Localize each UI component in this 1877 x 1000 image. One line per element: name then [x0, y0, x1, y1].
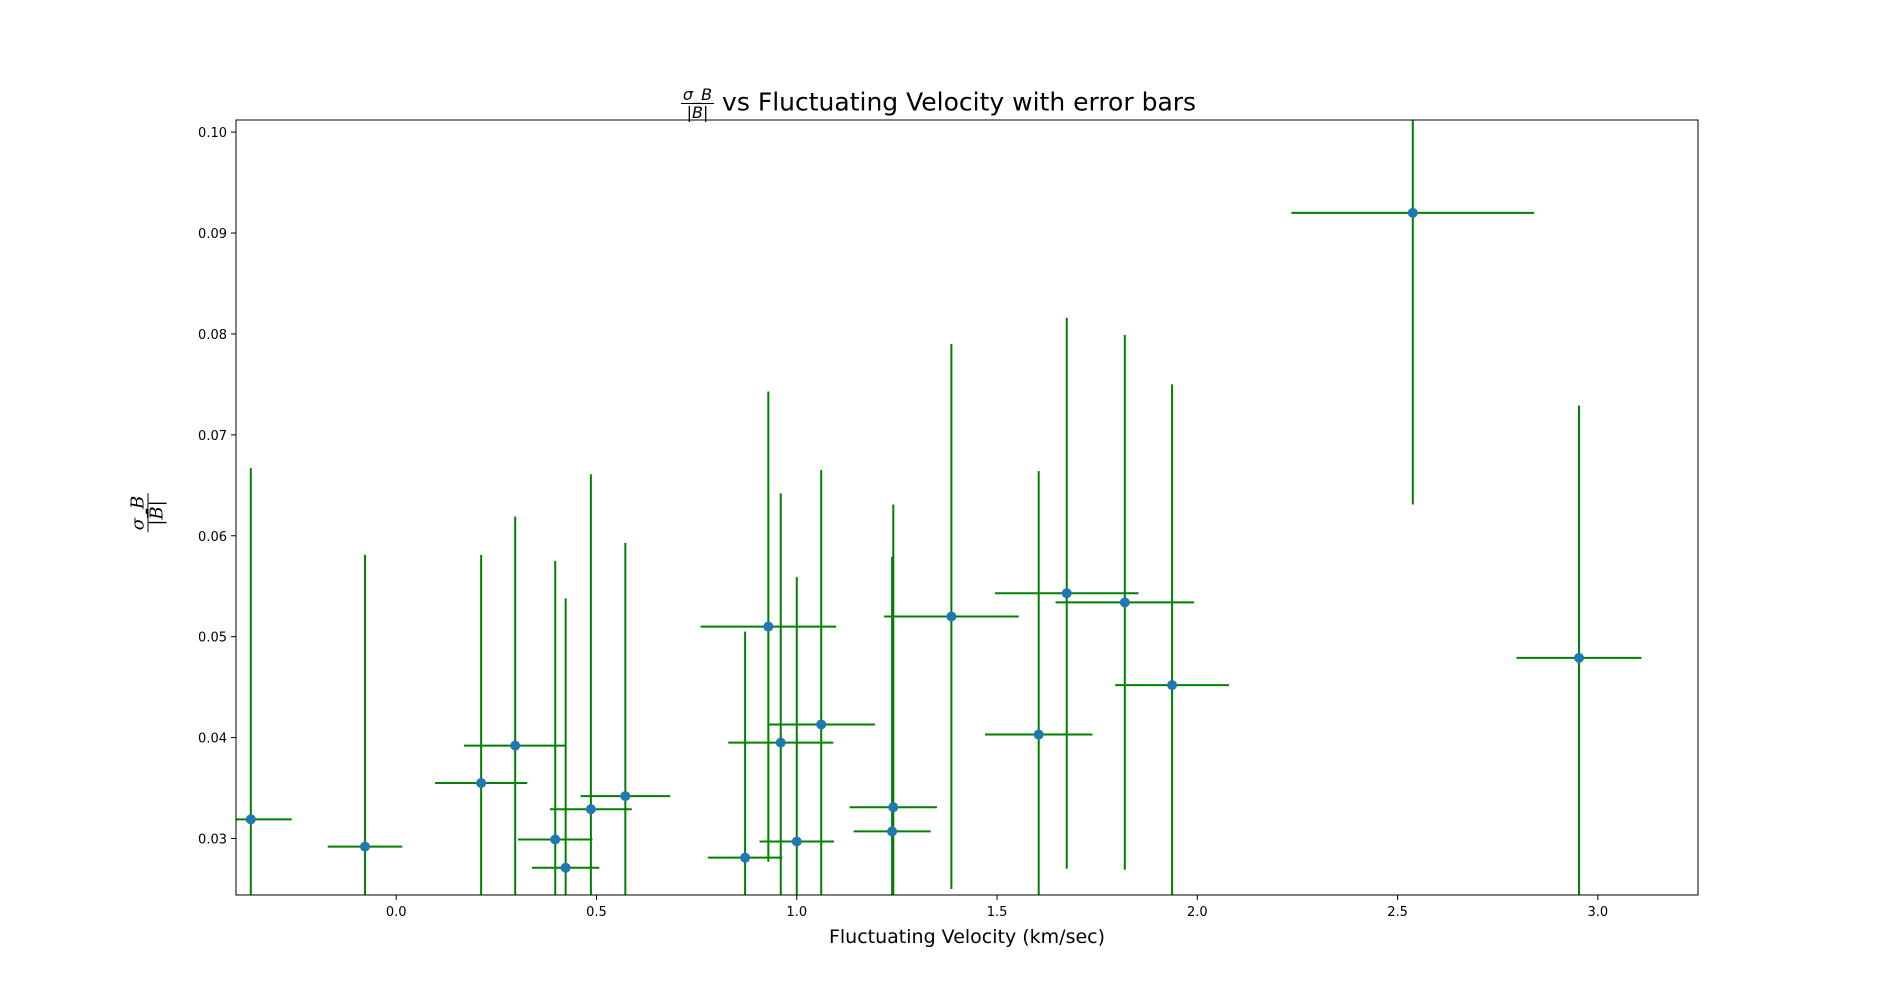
axes-frame: [235, 119, 1699, 896]
x-tick-label: 3.0: [1588, 905, 1609, 920]
y-tick-label: 0.06: [198, 530, 227, 545]
data-point-9: [763, 621, 774, 632]
data-point-16: [1033, 729, 1044, 740]
data-point-6: [585, 804, 596, 815]
x-tick-label: 2.0: [1187, 905, 1208, 920]
data-point-7: [620, 791, 631, 802]
data-point-1: [359, 841, 370, 852]
data-point-2: [476, 777, 487, 788]
y-tick-label: 0.04: [198, 732, 227, 747]
y-axis-label-denominator: |B̄|: [146, 500, 168, 526]
title-fraction: σ_B |B̄|: [680, 85, 715, 122]
data-point-10: [775, 737, 786, 748]
x-tick-label: 1.5: [987, 905, 1008, 920]
x-tick-label: 2.5: [1387, 905, 1408, 920]
chart-title: σ_B |B̄| vs Fluctuating Velocity with er…: [0, 86, 1877, 121]
chart-title-text: vs Fluctuating Velocity with error bars: [722, 87, 1197, 117]
x-tick-label: 0.5: [586, 905, 607, 920]
data-point-15: [946, 611, 957, 622]
data-point-17: [1061, 588, 1072, 599]
data-point-3: [510, 740, 521, 751]
data-point-12: [816, 719, 827, 730]
x-tick-label: 0.0: [386, 905, 407, 920]
x-tick-label: 1.0: [786, 905, 807, 920]
y-axis-label: σ_B |B̄|: [128, 493, 168, 533]
errorbars-layer: [236, 120, 1642, 895]
data-point-13: [887, 826, 898, 837]
y-tick-label: 0.05: [198, 631, 227, 646]
data-point-0: [245, 814, 256, 825]
data-point-19: [1167, 680, 1178, 691]
data-point-4: [550, 834, 561, 845]
data-point-8: [740, 852, 751, 863]
markers-layer: [245, 207, 1585, 873]
title-fraction-denominator: |B̄|: [686, 103, 709, 122]
y-tick-label: 0.03: [198, 832, 227, 847]
title-fraction-numerator: σ_B: [680, 85, 715, 104]
data-point-5: [560, 862, 571, 873]
y-tick-label: 0.09: [198, 227, 227, 242]
y-tick-label: 0.10: [198, 126, 227, 141]
x-axis: 0.0 0.5 1.0 1.5 2.0 2.5 3.0: [386, 895, 1608, 920]
x-axis-label: Fluctuating Velocity (km/sec): [828, 926, 1106, 948]
data-point-18: [1119, 597, 1130, 608]
data-point-20: [1407, 207, 1418, 218]
y-tick-label: 0.08: [198, 328, 227, 343]
data-point-14: [888, 802, 899, 813]
data-point-21: [1574, 652, 1585, 663]
y-axis: 0.03 0.04 0.05 0.06 0.07 0.08 0.09 0.10: [198, 126, 236, 847]
data-point-11: [791, 836, 802, 847]
y-tick-label: 0.07: [198, 429, 227, 444]
